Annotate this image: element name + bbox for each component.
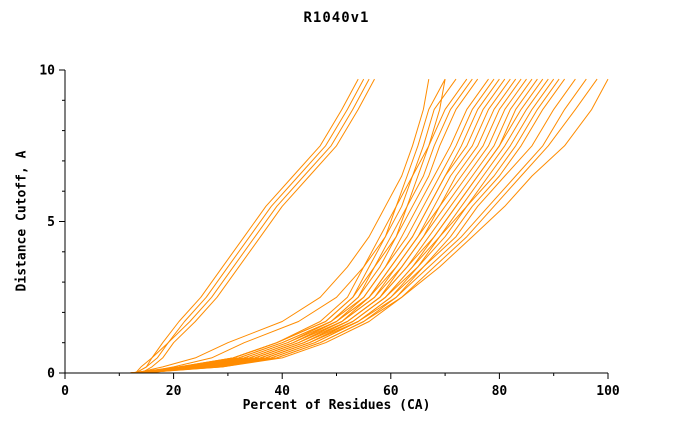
x-tick-label: 60 (383, 384, 399, 399)
model-curve (140, 78, 576, 374)
chart-title: R1040v1 (303, 10, 370, 26)
model-curve (135, 78, 370, 374)
x-tick-label: 0 (61, 384, 69, 399)
x-tick-label: 20 (166, 384, 182, 399)
x-axis-label: Percent of Residues (CA) (242, 398, 431, 413)
x-tick-label: 40 (274, 384, 290, 399)
model-curve (140, 78, 473, 374)
model-curve (130, 78, 446, 374)
model-curve (135, 79, 430, 374)
y-tick-label: 0 (47, 367, 55, 382)
y-tick-label: 5 (47, 215, 55, 230)
x-tick-label: 80 (492, 384, 508, 399)
model-curve (146, 78, 495, 374)
axis-lines (64, 70, 608, 374)
x-tick-label: 100 (596, 384, 620, 399)
model-curve (135, 78, 598, 374)
model-curve (140, 78, 375, 374)
model-curve (140, 78, 609, 374)
model-curve (135, 78, 365, 374)
model-curve (130, 78, 527, 374)
model-curve (135, 78, 479, 374)
y-tick-label: 10 (39, 64, 55, 79)
model-curve (140, 79, 446, 374)
model-curve (130, 78, 560, 374)
model-curve (130, 78, 468, 374)
